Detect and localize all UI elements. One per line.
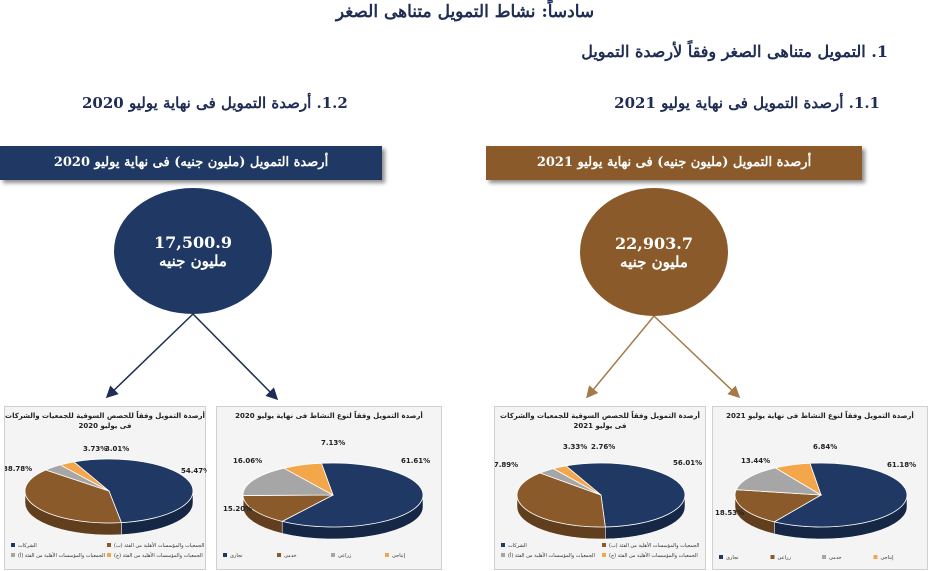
pie-slice-label: 38.78% — [5, 465, 32, 473]
arrow-left-1 — [105, 313, 194, 399]
pie-chart-activity-2020: 61.61% 15.20% 16.06% 7.13% تجارى خدمى زراعى إنت… — [223, 439, 430, 559]
legend-entry: إنتاجى — [392, 553, 406, 559]
chart-title: أرصدة التمويل وفقاً للحصص السوقية للجمعي… — [500, 412, 700, 430]
arrow-right-2 — [653, 315, 741, 399]
legend-swatch — [602, 543, 606, 547]
arrow-left-2 — [192, 313, 279, 401]
pie-slice — [282, 462, 334, 496]
legend-entry: الجمعيات والمؤسسات الأهلية من الفئة (ج) — [114, 552, 203, 559]
pie-slice-label: 13.44% — [741, 457, 770, 465]
pie-chart-share-2020: 54.47% 38.78% 3.73%3.01% الشركات الجمعيات وا… — [5, 445, 207, 559]
pie-slice-label: 3.73% — [83, 445, 107, 453]
legend-entry: الجمعيات والمؤسسات الأهلية من الفئة (أ) — [508, 552, 595, 559]
subtitle-2021: 1.1. أرصدة التمويل فى نهاية يوليو 2021 — [614, 94, 880, 112]
banner-2020: أرصدة التمويل (مليون جنيه) فى نهاية يولي… — [0, 146, 382, 180]
legend-entry: الشركات — [508, 543, 527, 549]
pie-slice — [242, 467, 334, 496]
legend-entry: تجارى — [230, 553, 243, 559]
legend-swatch — [107, 543, 111, 547]
pie-slice — [73, 458, 194, 524]
legend-entry: الجمعيات والمؤسسات الأهلية من الفئة (ج) — [609, 552, 698, 559]
legend-entry: تجارى — [726, 555, 739, 561]
chart-title: أرصدة التمويل وفقاً للحصص السوقية للجمعي… — [5, 412, 205, 430]
legend-swatch — [770, 555, 775, 559]
pie-slice — [516, 472, 606, 528]
legend-swatch — [11, 553, 15, 557]
total-2020-value: 17,500.9 — [154, 232, 232, 252]
pie-slice-label: 3.01% — [105, 445, 129, 453]
legend-entry: الجمعيات والمؤسسات الأهلية من الفئة (أ) — [18, 552, 105, 559]
legend-swatch — [223, 553, 227, 557]
pie-slice-label: 54.47% — [181, 467, 207, 475]
main-title: سادساً: نشاط التمويل متناهى الصغر — [335, 2, 595, 22]
pie-slice — [773, 462, 908, 528]
pie-chart-share-2021: 56.01% 37.89% 3.33% 2.76% الشركات الجمعيات وا… — [495, 443, 702, 559]
pie-slice-label: 56.01% — [673, 459, 702, 467]
legend-swatch — [277, 553, 281, 557]
legend-entry: خدمى — [829, 555, 842, 561]
banner-2021: أرصدة التمويل (مليون جنيه) فى نهاية يولي… — [486, 146, 862, 180]
legend-swatch — [719, 555, 723, 559]
legend-entry: الشركات — [18, 543, 37, 549]
pie-slice — [242, 494, 334, 522]
pie-slice — [281, 462, 424, 528]
pie-slice-label: 7.13% — [321, 439, 345, 447]
pie-slice — [59, 461, 110, 492]
chart-card-share-2021: أرصدة التمويل وفقاً للحصص السوقية للجمعي… — [494, 406, 706, 570]
pie-slice-label: 2.76% — [591, 443, 615, 451]
pie-slice — [735, 467, 822, 496]
total-2020-unit: مليون جنيه — [159, 251, 227, 270]
total-2020-bubble: 17,500.9 مليون جنيه — [114, 188, 272, 314]
legend-swatch — [501, 553, 505, 557]
pie-slice-label: 37.89% — [495, 461, 518, 469]
pie-slice — [24, 469, 122, 524]
legend-entry: الجمعيات والمؤسسات الأهلية من الفئة (ب) — [609, 542, 699, 549]
legend-swatch — [107, 553, 111, 557]
legend-entry: زراعى — [338, 553, 352, 559]
section-title: 1. التمويل متناهى الصغر وفقاً لأرصدة الت… — [581, 42, 888, 61]
arrow-right-1 — [586, 315, 655, 399]
total-2021-unit: مليون جنيه — [620, 252, 688, 271]
total-2021-bubble: 22,903.7 مليون جنيه — [580, 188, 728, 316]
pie-slice — [552, 465, 602, 496]
pie-slice-label: 6.84% — [813, 443, 837, 451]
legend-swatch — [501, 543, 505, 547]
pie-slice-label: 3.33% — [563, 443, 587, 451]
pie-slice — [565, 462, 686, 528]
legend-swatch — [602, 553, 606, 557]
legend-swatch — [11, 543, 15, 547]
pie-slice-label: 61.18% — [887, 461, 916, 469]
subtitle-2020: 1.2. أرصدة التمويل فى نهاية يوليو 2020 — [82, 94, 348, 112]
chart-title: أرصدة التمويل وفقاً لنوع النشاط فى نهاية… — [235, 412, 423, 420]
chart-card-share-2020: أرصدة التمويل وفقاً للحصص السوقية للجمعي… — [4, 406, 207, 570]
pie-slice-label: 16.06% — [233, 457, 262, 465]
total-2021-value: 22,903.7 — [615, 233, 693, 253]
chart-card-activity-2020: أرصدة التمويل وفقاً لنوع النشاط فى نهاية… — [216, 406, 442, 570]
legend-entry: خدمى — [284, 553, 297, 559]
legend-entry: إنتاجى — [881, 555, 895, 561]
legend-entry: زراعى — [778, 555, 792, 561]
chart-title: أرصدة التمويل وفقاً لنوع النشاط فى نهاية… — [726, 412, 914, 420]
pie-slice-label: 15.20% — [223, 505, 252, 513]
pie-slice-label: 61.61% — [401, 457, 430, 465]
legend-entry: الجمعيات والمؤسسات الأهلية من الفئة (ب) — [114, 542, 204, 549]
legend-swatch — [385, 553, 389, 557]
pie-chart-activity-2021: 61.18% 18.53% 13.44% 6.84% تجارى زراعى خدمى إنت… — [715, 443, 916, 561]
pie-slice-label: 18.53% — [715, 509, 744, 517]
chart-card-activity-2021: أرصدة التمويل وفقاً لنوع النشاط فى نهاية… — [712, 406, 928, 570]
pie-slice — [774, 462, 822, 496]
legend-swatch — [873, 555, 878, 559]
pie-slice — [734, 489, 823, 523]
legend-swatch — [331, 553, 335, 557]
legend-swatch — [822, 555, 826, 559]
